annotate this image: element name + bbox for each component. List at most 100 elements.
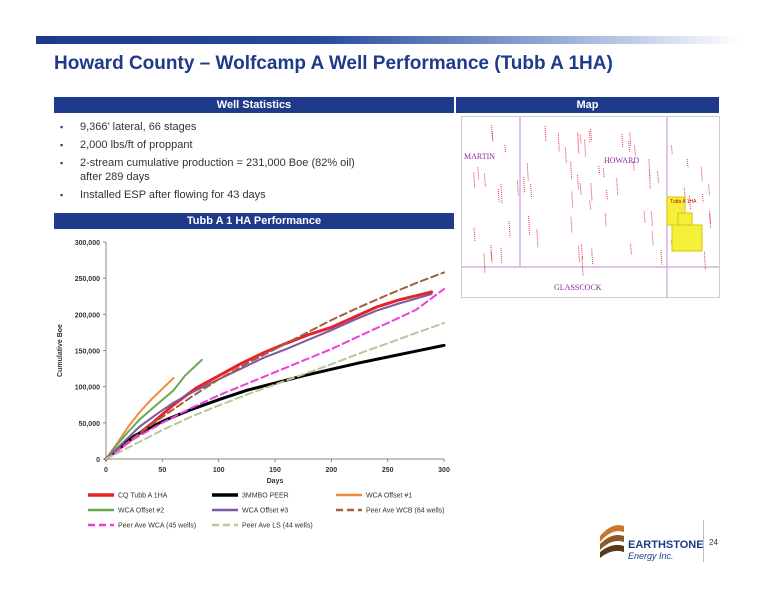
well-marker bbox=[526, 163, 529, 181]
legend-label: CQ Tubb A 1HA bbox=[118, 493, 168, 500]
well-marker bbox=[473, 227, 476, 242]
legend-label: WCA Offset #1 bbox=[366, 493, 412, 500]
well-marker bbox=[576, 174, 579, 190]
list-item: 2-stream cumulative production = 231,000… bbox=[58, 156, 448, 184]
well-marker bbox=[590, 183, 593, 202]
well-marker bbox=[536, 229, 539, 248]
series-line bbox=[105, 358, 203, 460]
list-item: 2,000 lbs/ft of proppant bbox=[58, 138, 448, 152]
well-marker bbox=[686, 158, 689, 168]
well-marker bbox=[516, 180, 519, 196]
well-marker bbox=[632, 161, 635, 172]
chart-svg: 0 50,000 100,000 150,000 200,000 250,000 300,0… bbox=[57, 240, 450, 530]
well-marker bbox=[581, 244, 584, 260]
page-title: Howard County – Wolfcamp A Well Performa… bbox=[54, 53, 613, 74]
top-accent-bar bbox=[36, 36, 740, 44]
well-marker bbox=[528, 225, 531, 236]
well-marker bbox=[628, 140, 631, 152]
logo-mark bbox=[600, 535, 624, 550]
logo-graphic: EARTHSTONE Energy Inc. bbox=[600, 525, 704, 561]
x-tick-label: 0 bbox=[104, 467, 108, 474]
legend-label: 3MMBO PEER bbox=[242, 493, 289, 500]
well-marker bbox=[616, 178, 619, 196]
y-tick-label: 0 bbox=[96, 457, 100, 464]
x-tick-label: 250 bbox=[382, 467, 394, 474]
y-tick-label: 200,000 bbox=[75, 312, 100, 319]
y-tick-label: 250,000 bbox=[75, 276, 100, 283]
well-marker bbox=[577, 132, 580, 153]
well-marker bbox=[500, 247, 503, 264]
y-tick-label: 100,000 bbox=[75, 385, 100, 392]
well-marker bbox=[491, 131, 494, 142]
well-marker bbox=[598, 166, 601, 175]
well-marker bbox=[650, 211, 653, 227]
well-marker bbox=[483, 253, 486, 274]
well-marker bbox=[651, 231, 654, 246]
well-marker bbox=[688, 195, 691, 210]
list-item: Installed ESP after flowing for 43 days bbox=[58, 188, 448, 202]
x-tick-label: 200 bbox=[325, 467, 337, 474]
well-marker bbox=[564, 147, 567, 164]
well-marker bbox=[527, 216, 530, 227]
x-tick-label: 50 bbox=[158, 467, 166, 474]
map-graphic: MARTIN HOWARD GLASSCOCK Tubb A 1HA bbox=[462, 117, 719, 297]
series-line bbox=[104, 343, 446, 461]
map-label-martin: MARTIN bbox=[464, 152, 495, 161]
well-marker bbox=[584, 139, 587, 158]
legend-label: Peer Ave WCB (64 wells) bbox=[366, 508, 444, 515]
map-label-glasscock: GLASSCOCK bbox=[554, 283, 602, 292]
well-marker bbox=[660, 250, 663, 265]
x-tick-label: 300 bbox=[438, 467, 450, 474]
series-line bbox=[105, 293, 433, 460]
well-statistics-list: 9,366’ lateral, 66 stages 2,000 lbs/ft o… bbox=[58, 120, 448, 206]
well-statistics-header: Well Statistics bbox=[54, 97, 454, 113]
well-marker bbox=[602, 168, 605, 179]
well-marker bbox=[557, 132, 560, 152]
well-marker bbox=[504, 144, 507, 154]
well-marker bbox=[579, 183, 582, 195]
series-line bbox=[105, 288, 445, 460]
well-acreage bbox=[671, 224, 703, 252]
series-line bbox=[105, 322, 445, 460]
legend-label: Peer Ave LS (44 wells) bbox=[242, 523, 313, 530]
well-marker bbox=[633, 145, 636, 157]
map-header: Map bbox=[456, 97, 719, 113]
well-marker bbox=[570, 161, 573, 180]
map-label-well: Tubb A 1HA bbox=[670, 199, 697, 205]
well-marker bbox=[591, 248, 594, 266]
well-marker bbox=[473, 172, 476, 188]
logo-brand: EARTHSTONE bbox=[628, 539, 704, 551]
logo-mark bbox=[600, 544, 624, 558]
y-tick-label: 150,000 bbox=[75, 349, 100, 356]
well-marker bbox=[709, 214, 712, 225]
well-marker bbox=[629, 132, 632, 147]
well-marker bbox=[491, 124, 494, 140]
well-marker bbox=[571, 191, 574, 209]
well-marker bbox=[648, 169, 651, 189]
well-marker bbox=[579, 134, 582, 144]
well-marker bbox=[629, 243, 632, 255]
list-item: 9,366’ lateral, 66 stages bbox=[58, 120, 448, 134]
logo-sub: Energy Inc. bbox=[628, 551, 674, 561]
legend-label: WCA Offset #2 bbox=[118, 508, 164, 515]
well-marker bbox=[590, 129, 593, 141]
well-marker bbox=[490, 245, 493, 261]
well-marker bbox=[483, 173, 486, 188]
series-line bbox=[105, 271, 445, 460]
logo-divider bbox=[703, 520, 704, 562]
y-tick-label: 300,000 bbox=[75, 240, 100, 247]
well-marker bbox=[709, 210, 712, 229]
well-marker bbox=[588, 130, 591, 144]
well-marker bbox=[605, 190, 608, 201]
well-marker bbox=[497, 188, 500, 202]
legend-label: WCA Offset #3 bbox=[242, 508, 288, 515]
well-marker bbox=[604, 213, 607, 227]
well-marker bbox=[589, 200, 592, 210]
well-marker bbox=[544, 126, 547, 142]
well-marker bbox=[477, 167, 480, 180]
performance-chart: 0 50,000 100,000 150,000 200,000 250,000 300,0… bbox=[54, 230, 454, 540]
map-label-howard: HOWARD bbox=[604, 156, 639, 165]
well-markers bbox=[473, 124, 712, 277]
x-tick-label: 150 bbox=[269, 467, 281, 474]
page-number: 24 bbox=[709, 538, 718, 547]
